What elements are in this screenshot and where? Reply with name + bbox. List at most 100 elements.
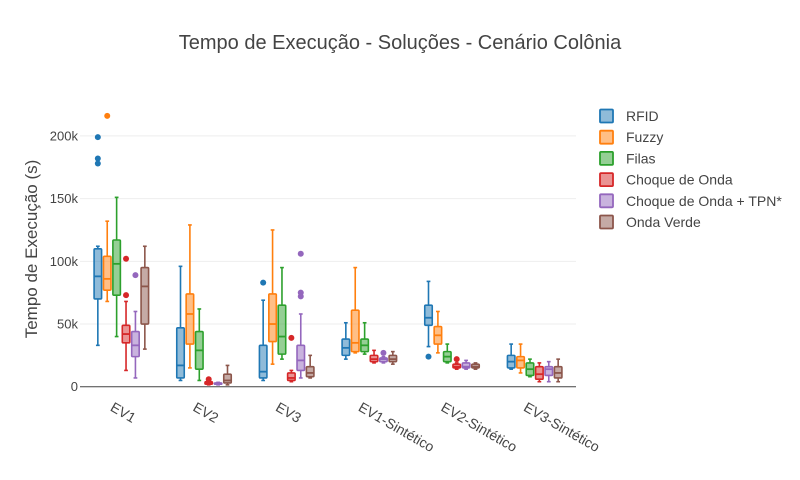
y-tick-label: 0 [71, 379, 78, 394]
legend-item-rfid[interactable]: RFID [599, 108, 659, 124]
x-tick-label: EV2 [191, 399, 222, 426]
legend-swatch [599, 172, 614, 188]
box-choque-de-onda-ev2 [204, 376, 214, 386]
outlier-point [104, 112, 111, 119]
legend-item-choque-de-onda-tpn[interactable]: Choque de Onda + TPN* [599, 193, 782, 209]
iqr-box [258, 344, 268, 379]
iqr-box [140, 266, 150, 325]
y-tick-label: 100k [50, 254, 79, 269]
box-rfid-ev1 [93, 134, 103, 347]
box-filas-ev3 [277, 266, 287, 360]
series-fuzzy [102, 112, 526, 374]
box-fuzzy-ev2 [185, 224, 195, 369]
box-rfid-ev2-sintetico [423, 280, 434, 360]
iqr-box [534, 365, 544, 381]
iqr-box [423, 304, 434, 327]
outlier-point [297, 250, 304, 257]
box-fuzzy-ev2-sintetico [433, 310, 443, 354]
box-choque-de-onda-tpn-ev2 [213, 381, 223, 386]
y-axis-label: Tempo de Execução (s) [22, 160, 41, 339]
y-axis-ticks: 0 50k 100k 150k 200k [50, 128, 79, 394]
legend-swatch [599, 193, 614, 209]
box-choque-de-onda-tpn-ev2-sintetico [461, 359, 471, 370]
legend-item-fuzzy[interactable]: Fuzzy [599, 129, 663, 145]
outlier-point [260, 279, 267, 286]
legend-swatch [599, 129, 614, 145]
box-filas-ev1 [112, 196, 122, 338]
x-tick-label: EV2-Sintético [439, 399, 521, 455]
iqr-box [102, 255, 112, 291]
box-onda-verde-ev3-sintetico [553, 358, 563, 383]
legend-swatch [599, 108, 614, 124]
legend-item-onda-verde[interactable]: Onda Verde [599, 214, 701, 230]
legend-item-filas[interactable]: Filas [599, 150, 656, 166]
y-tick-label: 150k [50, 191, 79, 206]
box-fuzzy-ev1-sintetico [350, 266, 360, 354]
iqr-box [286, 372, 296, 382]
iqr-box [175, 326, 186, 379]
series-rfid [93, 134, 516, 382]
outlier-point [123, 255, 130, 262]
iqr-box [544, 365, 554, 377]
box-rfid-ev2 [175, 265, 186, 382]
box-choque-de-onda-ev2-sintetico [452, 356, 462, 370]
legend-swatch [599, 214, 614, 230]
legend-swatch [599, 150, 614, 166]
grid-layer [80, 135, 576, 388]
box-choque-de-onda-tpn-ev3-sintetico [544, 360, 554, 383]
box-onda-verde-ev1-sintetico [388, 350, 398, 365]
outlier-point [380, 349, 387, 356]
box-filas-ev3-sintetico [525, 358, 535, 378]
x-tick-label: EV1-Sintético [356, 399, 438, 455]
box-choque-de-onda-ev1 [121, 255, 131, 372]
box-rfid-ev1-sintetico [341, 321, 351, 360]
legend-label: Filas [626, 150, 656, 166]
box-onda-verde-ev1 [140, 245, 150, 350]
iqr-box [305, 365, 315, 378]
box-rfid-ev3-sintetico [506, 343, 516, 370]
series-choque-de-onda-tpn [130, 250, 554, 386]
box-onda-verde-ev2 [222, 364, 233, 386]
legend-label: Onda Verde [626, 214, 701, 230]
chart-title: Tempo de Execução - Soluções - Cenário C… [179, 32, 622, 54]
outlier-point [425, 353, 432, 360]
y-tick-label: 200k [50, 128, 79, 143]
y-tick-label: 50k [57, 317, 78, 332]
outlier-point [288, 334, 295, 341]
legend[interactable]: RFID Fuzzy Filas Choque de Onda Choque de On… [599, 108, 782, 230]
outlier-point [132, 272, 139, 279]
iqr-box [130, 330, 140, 358]
x-tick-label: EV1 [108, 399, 139, 426]
legend-label: Choque de Onda + TPN* [626, 193, 782, 209]
legend-label: Fuzzy [626, 129, 663, 145]
iqr-box [277, 304, 287, 355]
box-fuzzy-ev3 [268, 229, 278, 365]
box-choque-de-onda-tpn-ev3 [296, 250, 306, 379]
box-rfid-ev3 [258, 279, 268, 382]
outlier-point [94, 155, 101, 162]
legend-label: Choque de Onda [626, 172, 733, 188]
box-fuzzy-ev1 [102, 112, 112, 303]
iqr-box [222, 373, 233, 384]
box-choque-de-onda-ev3 [286, 334, 296, 383]
iqr-box [350, 309, 360, 353]
series-onda-verde [140, 245, 563, 386]
iqr-box [516, 355, 526, 369]
box-choque-de-onda-ev1-sintetico [369, 349, 379, 364]
outlier-point [205, 376, 212, 383]
x-tick-label: EV3 [273, 399, 304, 426]
x-tick-label: EV3-Sintético [521, 399, 603, 455]
box-filas-ev2 [194, 308, 204, 382]
outlier-point [94, 160, 101, 167]
box-choque-de-onda-tpn-ev1-sintetico [378, 349, 388, 364]
iqr-box [93, 247, 103, 300]
iqr-box [112, 239, 122, 296]
legend-item-choque-de-onda[interactable]: Choque de Onda [599, 172, 733, 188]
box-choque-de-onda-tpn-ev1 [130, 272, 140, 379]
outlier-point [123, 292, 130, 299]
box-fuzzy-ev3-sintetico [516, 343, 526, 374]
iqr-box [268, 293, 278, 343]
outlier-point [297, 293, 304, 300]
box-filas-ev2-sintetico [442, 343, 452, 364]
